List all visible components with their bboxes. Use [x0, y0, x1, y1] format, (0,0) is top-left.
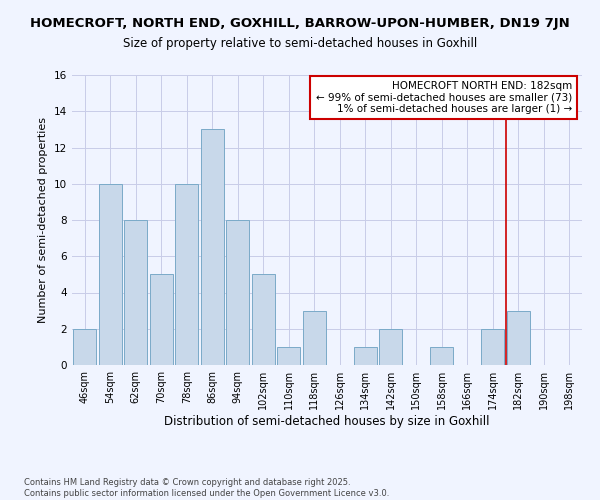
X-axis label: Distribution of semi-detached houses by size in Goxhill: Distribution of semi-detached houses by …: [164, 414, 490, 428]
Bar: [430, 347, 453, 365]
Text: HOMECROFT, NORTH END, GOXHILL, BARROW-UPON-HUMBER, DN19 7JN: HOMECROFT, NORTH END, GOXHILL, BARROW-UP…: [30, 18, 570, 30]
Bar: [73, 329, 96, 365]
Bar: [150, 274, 173, 365]
Bar: [277, 347, 300, 365]
Bar: [99, 184, 122, 365]
Bar: [481, 329, 504, 365]
Text: HOMECROFT NORTH END: 182sqm
← 99% of semi-detached houses are smaller (73)
1% of: HOMECROFT NORTH END: 182sqm ← 99% of sem…: [316, 81, 572, 114]
Bar: [175, 184, 198, 365]
Bar: [379, 329, 402, 365]
Bar: [303, 310, 326, 365]
Y-axis label: Number of semi-detached properties: Number of semi-detached properties: [38, 117, 49, 323]
Bar: [124, 220, 147, 365]
Bar: [507, 310, 530, 365]
Text: Contains HM Land Registry data © Crown copyright and database right 2025.
Contai: Contains HM Land Registry data © Crown c…: [24, 478, 389, 498]
Text: Size of property relative to semi-detached houses in Goxhill: Size of property relative to semi-detach…: [123, 38, 477, 51]
Bar: [201, 130, 224, 365]
Bar: [226, 220, 249, 365]
Bar: [354, 347, 377, 365]
Bar: [252, 274, 275, 365]
